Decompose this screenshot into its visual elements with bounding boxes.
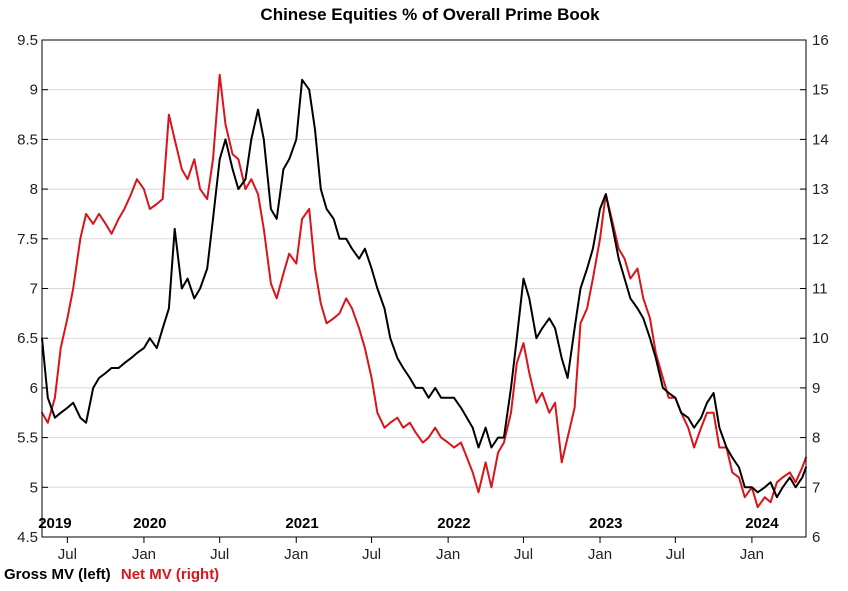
right-tick-label: 11: [812, 281, 828, 298]
left-tick-label: 8.5: [17, 131, 38, 148]
year-label: 2019: [38, 515, 71, 532]
year-label: 2020: [133, 515, 166, 532]
left-axis: 4.5 5 5.5 6 6.5 7 7.5 8 8.5 9 9.5: [17, 32, 48, 546]
year-labels: 2019 2020 2021 2022 2023 2024: [38, 515, 779, 532]
right-tick-label: 9: [812, 380, 820, 397]
right-tick-label: 13: [812, 181, 829, 198]
x-axis: Jul Jan Jul Jan Jul Jan Jul Jan Jul Jan: [58, 537, 764, 563]
x-tick-label: Jul: [58, 546, 77, 563]
x-tick-label: Jan: [588, 546, 612, 563]
x-tick-label: Jul: [666, 546, 685, 563]
left-tick-label: 7.5: [17, 231, 38, 248]
x-tick-label: Jul: [210, 546, 229, 563]
right-tick-label: 7: [812, 479, 820, 496]
chart-title: Chinese Equities % of Overall Prime Book: [260, 5, 600, 24]
right-tick-label: 12: [812, 231, 829, 248]
year-label: 2024: [745, 515, 779, 532]
legend-gross-mv: Gross MV (left): [4, 566, 111, 583]
right-tick-label: 16: [812, 32, 829, 49]
left-tick-label: 5.5: [17, 430, 38, 447]
right-axis: 6 7 8 9 10 11 12 13 14 15 16: [800, 32, 829, 546]
left-tick-label: 9.5: [17, 32, 38, 49]
x-tick-label: Jul: [362, 546, 381, 563]
left-tick-label: 6: [30, 380, 38, 397]
left-tick-label: 7: [30, 281, 38, 298]
gridlines: [42, 39, 806, 538]
x-tick-label: Jan: [132, 546, 156, 563]
right-tick-label: 14: [812, 131, 829, 148]
series-line-gross-mv: [41, 78, 807, 499]
left-tick-label: 4.5: [17, 529, 38, 546]
legend: Gross MV (left) Net MV (right): [4, 566, 219, 583]
year-label: 2022: [437, 515, 470, 532]
legend-net-mv: Net MV (right): [120, 566, 220, 583]
right-tick-label: 8: [812, 430, 820, 447]
x-tick-label: Jan: [284, 546, 308, 563]
series-lines: [41, 73, 807, 509]
left-tick-label: 8: [30, 181, 38, 198]
left-tick-label: 6.5: [17, 330, 38, 347]
right-tick-label: 10: [812, 330, 829, 347]
x-tick-label: Jul: [514, 546, 533, 563]
left-tick-label: 5: [30, 479, 38, 496]
right-tick-label: 6: [812, 529, 820, 546]
right-tick-label: 15: [812, 82, 829, 99]
x-tick-label: Jan: [740, 546, 764, 563]
x-tick-label: Jan: [436, 546, 460, 563]
left-tick-label: 9: [30, 82, 38, 99]
plot-frame: [41, 39, 807, 538]
year-label: 2023: [589, 515, 622, 532]
year-label: 2021: [285, 515, 318, 532]
